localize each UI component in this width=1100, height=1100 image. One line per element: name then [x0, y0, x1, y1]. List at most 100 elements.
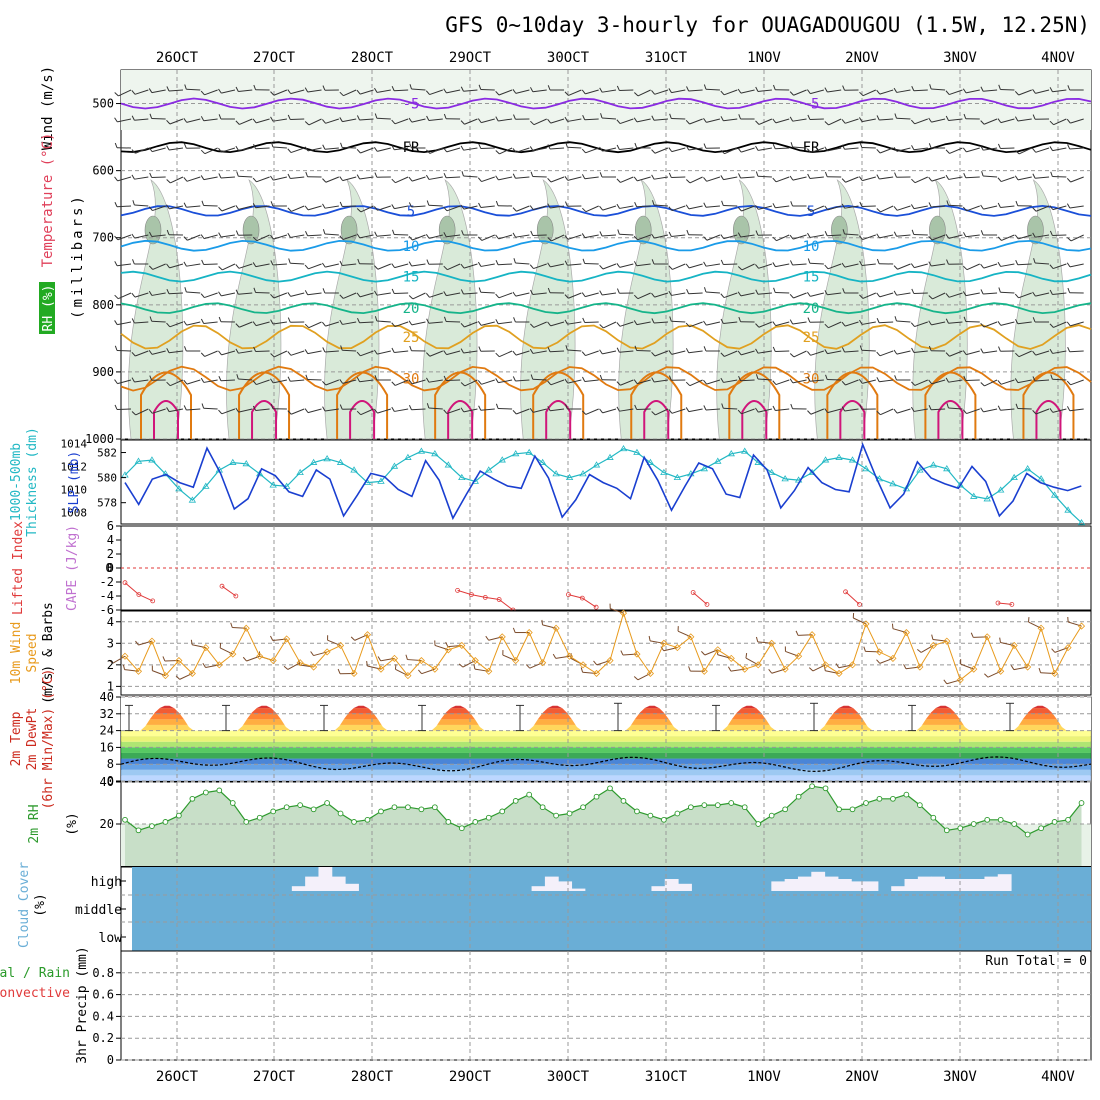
upper-wind-barb-flag [235, 230, 239, 236]
wind10m-point [431, 665, 439, 673]
upper-wind-barb-flag [1015, 259, 1019, 265]
wind10m-barb-flag [337, 668, 341, 674]
wind10m-point [646, 669, 654, 678]
upper-wind-barb-flag [737, 291, 742, 297]
temperature-axis-label: Temperature (°C) [40, 133, 56, 268]
rh2m-point [351, 819, 357, 825]
upper-wind-barb [532, 147, 547, 152]
upper-wind-barb-flag [183, 379, 188, 385]
wind10m-barb-flag [162, 656, 166, 662]
wind-axis-label: Wind (m/s) [40, 66, 56, 150]
rh2m-label-1: 2m RH [27, 804, 42, 843]
upper-wind-barb [585, 147, 599, 154]
upper-wind-barb [186, 291, 201, 294]
upper-wind-barb [757, 89, 772, 92]
wind10m-point [970, 665, 978, 673]
upper-wind-barb [844, 263, 859, 268]
rh2m-point [472, 819, 479, 825]
upper-wind-barb [515, 292, 530, 297]
upper-wind-barb-flag [513, 114, 516, 120]
upper-wind-barb-flag [529, 264, 534, 269]
thickness-point [256, 470, 264, 477]
upper-wind-barb [620, 176, 634, 183]
upper-wind-barb [723, 292, 738, 299]
upper-wind-barb-flag [772, 143, 776, 149]
upper-wind-barb [550, 350, 565, 353]
upper-wind-barb-flag [806, 89, 811, 94]
upper-wind-barb-flag [235, 323, 240, 328]
upper-wind-barb [238, 175, 253, 178]
cloud-high-gap [651, 886, 666, 891]
upper-wind-barb [343, 89, 357, 97]
upper-wind-barb-flag [426, 115, 430, 121]
isotherm-30-loop [532, 371, 585, 439]
upper-wind-barb [152, 408, 166, 414]
upper-wind-barb-flag [894, 375, 897, 381]
upper-wind-barb-flag [841, 321, 846, 327]
rh2m-point [809, 783, 815, 790]
thickness-point [835, 453, 843, 460]
upper-wind-barb-flag [495, 259, 499, 265]
upper-wind-barb-flag [738, 375, 742, 381]
upper-wind-barb [966, 263, 980, 271]
chart-title: GFS 0~10day 3-hourly for OUAGADOUGOU (1.… [445, 13, 1090, 37]
upper-wind-barb [688, 89, 703, 92]
upper-wind-barb-flag [235, 120, 240, 125]
temp2m-tick-label: 8 [107, 757, 114, 771]
upper-wind-barb [931, 321, 946, 326]
lifted-index-tick-label: 0 [107, 561, 114, 575]
isotherm-line [120, 302, 1092, 315]
temp-color-band [121, 741, 1091, 748]
upper-wind-barb [1000, 408, 1015, 411]
upper-wind-barb-flag [148, 231, 153, 237]
upper-wind-barb-flag [842, 229, 846, 235]
upper-wind-barb-flag [183, 236, 188, 241]
upper-wind-barb-flag [374, 316, 378, 322]
rh2m-point [297, 802, 303, 808]
upper-wind-barb-flag [443, 409, 448, 414]
upper-wind-barb-flag [148, 88, 153, 93]
upper-wind-barb-flag [720, 175, 724, 180]
upper-wind-barb-flag [564, 235, 569, 240]
upper-wind-barb [255, 118, 270, 124]
temp-color-band [121, 769, 1091, 776]
upper-wind-barb-flag [530, 230, 534, 236]
upper-wind-barb-flag [460, 348, 465, 354]
upper-wind-barb [342, 234, 357, 241]
upper-wind-barb [221, 205, 236, 212]
upper-wind-barb [723, 379, 738, 383]
upper-wind-barb-flag [616, 347, 620, 353]
upper-wind-barb-flag [841, 144, 846, 150]
cape-tick-label: 0 [105, 561, 112, 575]
cloud-low-label: low [99, 931, 123, 946]
cloud-high-gap [305, 876, 319, 891]
upper-wind-barb-flag [529, 205, 534, 210]
thickness-point [1050, 491, 1059, 498]
upper-wind-barb [203, 321, 218, 324]
upper-wind-barb [896, 320, 911, 323]
upper-wind-barb-flag [495, 319, 499, 324]
upper-wind-barb [411, 321, 426, 326]
isotherm-label: -5 [803, 97, 820, 113]
cloud-middle-label: middle [75, 903, 122, 918]
upper-wind-barb [741, 205, 755, 212]
upper-wind-barb-flag [772, 118, 777, 124]
rh2m-grid [121, 781, 1091, 866]
upper-wind-barb-flag [200, 175, 205, 180]
upper-wind-barb-flag [600, 113, 603, 119]
rh2m-point [1011, 821, 1018, 827]
upper-wind-barb [932, 292, 946, 300]
bottom-date-label: 28OCT [351, 1069, 394, 1085]
upper-wind-barb [671, 205, 686, 212]
upper-wind-barb [463, 263, 478, 269]
upper-wind-barb [603, 321, 617, 329]
upper-wind-barb [949, 89, 963, 96]
upper-wind-barb-flag [409, 345, 412, 351]
upper-wind-barb [896, 205, 911, 211]
upper-wind-barb [879, 379, 894, 383]
upper-wind-barb [204, 350, 218, 357]
upper-wind-barb [758, 408, 773, 413]
upper-wind-barb [377, 147, 391, 152]
upper-wind-barb-flag [720, 116, 724, 121]
